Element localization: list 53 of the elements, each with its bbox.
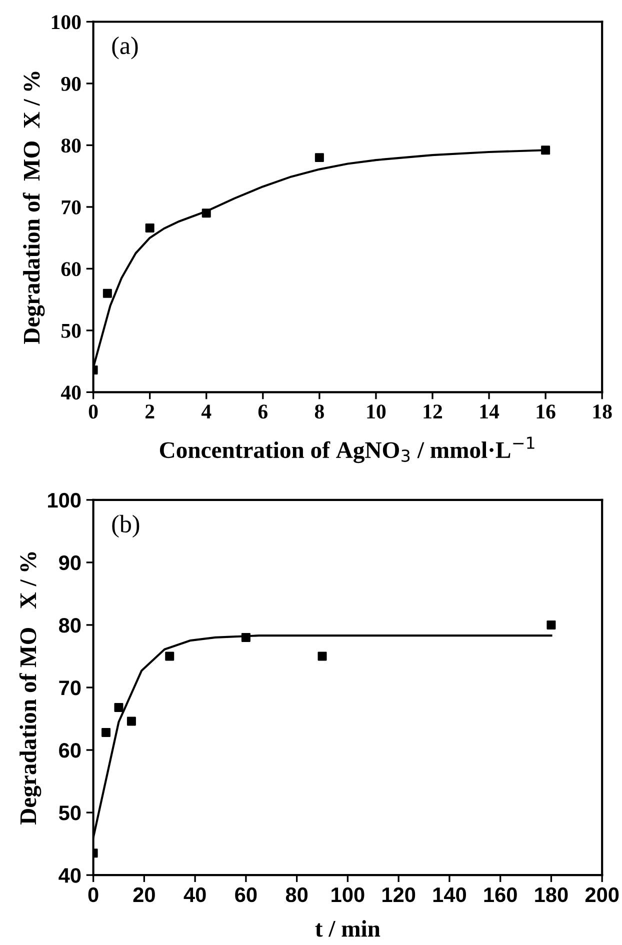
x-tick-label: 14 [480,404,500,418]
annotation: (b) [112,514,140,538]
x-tick-label: 40 [184,887,206,902]
x-tick-label: 140 [433,887,466,902]
x-tick-label: 200 [585,887,619,902]
x-tick-label: 180 [535,887,568,902]
point [102,728,111,738]
x-tick-label: 0 [88,404,98,419]
point [102,288,112,298]
x-tick-label: 18 [593,404,612,419]
y-tick-label: 70 [62,200,81,214]
y-tick-label: 50 [61,324,81,338]
x-tick-label: 16 [536,404,556,419]
x-tick-label: 4 [201,404,212,418]
y-tick-label: 60 [59,743,81,758]
y-tick-label: 40 [58,868,81,883]
point [541,146,550,155]
y-tick-label: 100 [48,492,81,508]
point [241,632,250,642]
y-axis-title: Degradation of MO X / % [19,552,42,824]
y-axis-title: Degradation of MO X / % [22,72,45,344]
x-tick-label: 100 [332,887,364,902]
x-tick-label: 20 [133,887,155,902]
y-tick-label: 100 [52,15,81,30]
point [145,223,154,232]
x-tick-label: 60 [235,887,257,902]
x-tick-label: 12 [424,404,442,418]
y-tick-label: 60 [61,262,81,276]
point [165,652,174,661]
point [114,702,124,712]
point [314,153,324,162]
x-tick-label: 0 [88,887,98,902]
y-tick-label: 80 [58,618,81,633]
point [318,652,327,661]
x-tick-label: 80 [286,887,308,902]
point [202,208,211,218]
x-tick-label: 120 [382,887,416,902]
x-tick-label: 160 [484,887,517,902]
y-tick-label: 90 [59,555,81,570]
x-tick-label: 8 [314,404,324,419]
x-tick-label: 10 [367,404,386,419]
x-axis-title: Concentration of AgNO$_{3}$ / mmol·L$^{−1}$ [160,436,534,464]
annotation: (a) [112,36,138,60]
y-tick-label: 40 [60,386,81,400]
y-tick-label: 50 [58,806,81,820]
point [546,620,556,630]
x-axis-title: t / min [315,920,380,937]
y-tick-label: 70 [59,680,81,696]
y-tick-label: 80 [61,138,81,153]
y-tick-label: 90 [61,76,81,91]
x-tick-label: 2 [146,404,154,418]
x-tick-label: 6 [258,404,268,419]
point [126,716,136,726]
